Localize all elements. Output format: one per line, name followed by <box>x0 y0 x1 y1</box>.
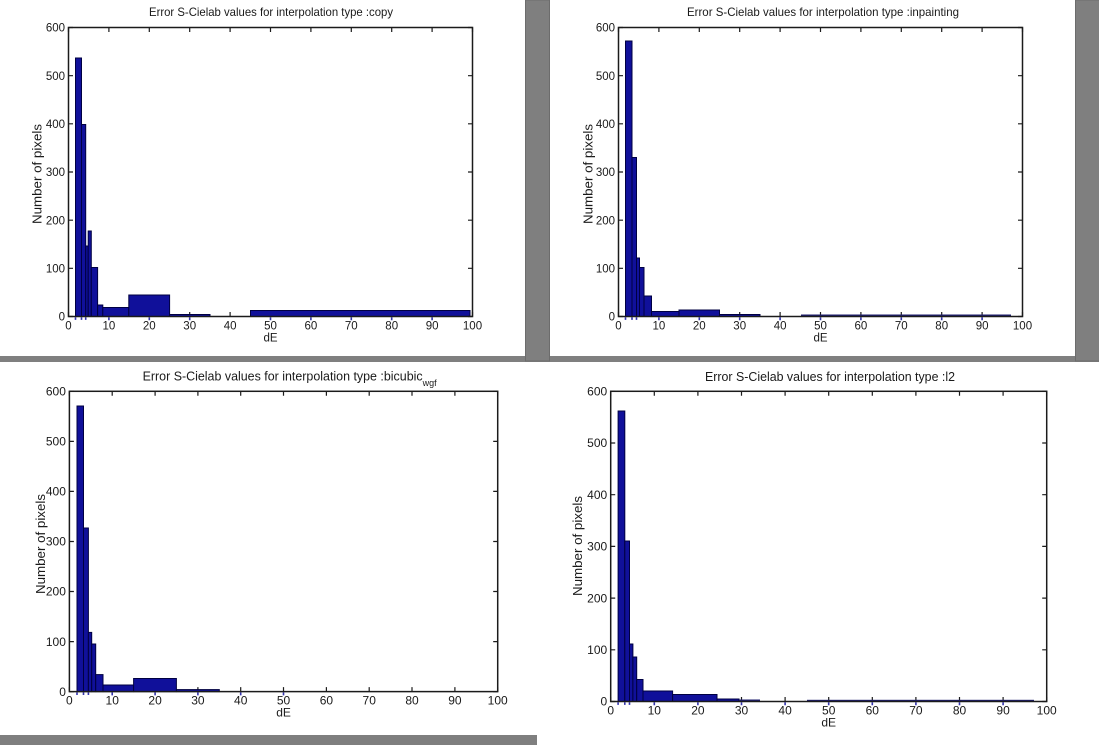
svg-text:600: 600 <box>46 385 66 399</box>
svg-text:20: 20 <box>143 320 156 332</box>
svg-text:200: 200 <box>46 585 66 599</box>
svg-text:dE: dE <box>276 706 291 720</box>
svg-text:dE: dE <box>263 333 277 345</box>
svg-text:Number of pixels: Number of pixels <box>582 124 596 224</box>
svg-text:80: 80 <box>405 693 419 707</box>
svg-text:0: 0 <box>615 320 621 332</box>
svg-text:50: 50 <box>814 320 827 332</box>
svg-text:300: 300 <box>587 540 607 554</box>
svg-text:Number of pixels: Number of pixels <box>570 495 585 596</box>
svg-text:0: 0 <box>609 312 615 324</box>
svg-text:500: 500 <box>596 71 615 83</box>
svg-text:400: 400 <box>46 119 65 131</box>
svg-text:100: 100 <box>488 693 508 707</box>
svg-text:500: 500 <box>587 436 607 450</box>
svg-text:30: 30 <box>191 693 205 707</box>
svg-text:0: 0 <box>59 685 66 699</box>
svg-text:60: 60 <box>855 320 868 332</box>
svg-text:100: 100 <box>463 320 482 332</box>
svg-text:400: 400 <box>596 119 615 131</box>
svg-text:70: 70 <box>345 320 358 332</box>
svg-text:0: 0 <box>65 320 71 332</box>
svg-text:80: 80 <box>385 320 398 332</box>
svg-text:Error S-Cielab values for inte: Error S-Cielab values for interpolation … <box>705 369 955 384</box>
svg-text:30: 30 <box>183 320 196 332</box>
svg-text:30: 30 <box>733 320 746 332</box>
svg-text:300: 300 <box>46 167 65 179</box>
svg-text:300: 300 <box>46 535 66 549</box>
svg-text:100: 100 <box>596 264 615 276</box>
svg-text:10: 10 <box>648 703 662 717</box>
svg-text:Number of pixels: Number of pixels <box>31 124 45 224</box>
svg-text:400: 400 <box>46 485 66 499</box>
svg-text:20: 20 <box>691 703 705 717</box>
svg-text:10: 10 <box>653 320 666 332</box>
svg-text:100: 100 <box>46 264 65 276</box>
svg-text:10: 10 <box>106 693 120 707</box>
svg-text:50: 50 <box>822 703 836 717</box>
svg-text:40: 40 <box>778 703 792 717</box>
svg-text:40: 40 <box>224 320 237 332</box>
svg-text:60: 60 <box>320 693 334 707</box>
svg-text:90: 90 <box>426 320 439 332</box>
svg-text:600: 600 <box>596 23 615 35</box>
svg-text:Error S-Cielab values for inte: Error S-Cielab values for interpolation … <box>143 369 423 384</box>
svg-text:100: 100 <box>46 635 66 649</box>
svg-text:40: 40 <box>234 693 248 707</box>
svg-text:50: 50 <box>277 693 291 707</box>
svg-text:200: 200 <box>587 591 607 605</box>
svg-text:0: 0 <box>66 693 73 707</box>
svg-text:400: 400 <box>587 488 607 502</box>
svg-text:40: 40 <box>774 320 787 332</box>
svg-text:500: 500 <box>46 71 65 83</box>
svg-text:100: 100 <box>1013 320 1032 332</box>
svg-text:30: 30 <box>735 703 749 717</box>
svg-text:dE: dE <box>821 716 836 730</box>
svg-text:0: 0 <box>59 312 65 324</box>
svg-text:200: 200 <box>46 215 65 227</box>
svg-text:90: 90 <box>996 703 1010 717</box>
svg-text:100: 100 <box>1037 703 1057 717</box>
svg-text:dE: dE <box>813 333 827 345</box>
svg-text:300: 300 <box>596 167 615 179</box>
svg-text:100: 100 <box>587 643 607 657</box>
svg-text:500: 500 <box>46 435 66 449</box>
svg-text:600: 600 <box>46 23 65 35</box>
svg-text:20: 20 <box>148 693 162 707</box>
svg-text:70: 70 <box>895 320 908 332</box>
svg-text:70: 70 <box>363 693 377 707</box>
svg-text:Number of pixels: Number of pixels <box>33 493 48 594</box>
svg-text:20: 20 <box>693 320 706 332</box>
svg-text:10: 10 <box>103 320 116 332</box>
svg-text:0: 0 <box>607 703 614 717</box>
svg-text:80: 80 <box>935 320 948 332</box>
svg-text:90: 90 <box>448 693 462 707</box>
svg-text:90: 90 <box>976 320 989 332</box>
svg-text:50: 50 <box>264 320 277 332</box>
svg-text:Error S-Cielab values for inte: Error S-Cielab values for interpolation … <box>687 5 959 19</box>
svg-text:60: 60 <box>866 703 880 717</box>
svg-text:wgf: wgf <box>422 378 437 389</box>
svg-text:0: 0 <box>601 695 608 709</box>
svg-text:80: 80 <box>953 703 967 717</box>
svg-text:60: 60 <box>305 320 318 332</box>
svg-text:Error S-Cielab values for inte: Error S-Cielab values for interpolation … <box>149 5 393 19</box>
svg-text:600: 600 <box>587 385 607 399</box>
svg-text:200: 200 <box>596 215 615 227</box>
svg-text:70: 70 <box>909 703 923 717</box>
